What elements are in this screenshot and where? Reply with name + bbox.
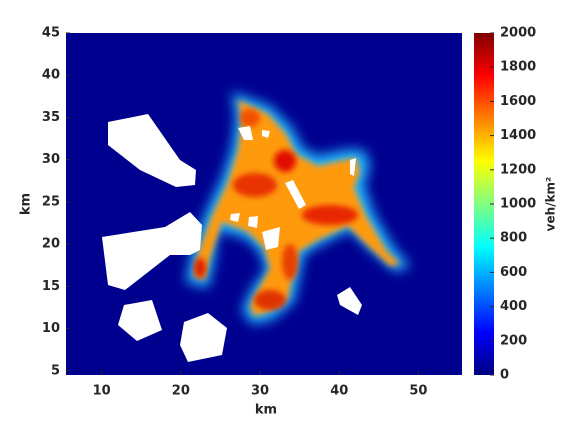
obstacle <box>337 287 362 315</box>
y-tick-label: 45 <box>42 26 60 41</box>
colorbar-tick-label: 800 <box>500 231 527 246</box>
colorbar-tick-label: 1600 <box>500 94 536 109</box>
x-tick-label: 30 <box>251 384 269 399</box>
y-tick-label: 25 <box>42 194 60 209</box>
density-peak <box>233 173 277 197</box>
obstacle <box>350 158 356 176</box>
density-core <box>194 100 400 316</box>
density-peak <box>282 244 298 280</box>
colorbar-tick-label: 400 <box>500 299 527 314</box>
y-tick-label: 30 <box>42 152 60 167</box>
obstacles <box>102 114 362 362</box>
colorbar-tick-label: 600 <box>500 265 527 280</box>
colorbar-tick-label: 1000 <box>500 197 536 212</box>
colorbar-tick-label: 200 <box>500 333 527 348</box>
density-peak <box>240 109 260 127</box>
colorbar-tick-label: 2000 <box>500 26 536 41</box>
density-field <box>186 92 410 324</box>
y-tick-label: 10 <box>42 321 60 336</box>
y-tick-label: 5 <box>51 363 60 378</box>
obstacle <box>118 300 162 341</box>
y-axis-label: km <box>19 193 34 215</box>
colorbar-tick-label: 1800 <box>500 60 536 75</box>
colorbar-tick-label: 1400 <box>500 128 536 143</box>
obstacle <box>108 114 196 187</box>
obstacle <box>262 130 270 138</box>
y-tick-label: 15 <box>42 279 60 294</box>
obstacle <box>262 227 280 250</box>
y-tick-label: 20 <box>42 237 60 252</box>
colorbar <box>474 33 494 375</box>
y-tick-label: 40 <box>42 68 60 83</box>
x-tick-label: 50 <box>409 384 427 399</box>
x-tick-label: 20 <box>172 384 190 399</box>
density-peak <box>274 150 296 172</box>
obstacle <box>285 180 306 209</box>
y-tick-label: 35 <box>42 110 60 125</box>
colorbar-tick-label: 1200 <box>500 162 536 177</box>
obstacle <box>180 313 227 362</box>
colorbar-tick-label: 0 <box>500 368 509 383</box>
density-peak <box>254 290 286 310</box>
x-axis-label: km <box>255 403 277 418</box>
density-peak <box>194 258 206 278</box>
colorbar-label: veh/km² <box>544 177 558 232</box>
obstacle <box>230 213 240 222</box>
density-peak <box>302 205 358 225</box>
x-tick-label: 40 <box>330 384 348 399</box>
obstacle <box>248 216 258 228</box>
x-tick-label: 10 <box>93 384 111 399</box>
obstacle <box>238 126 253 140</box>
obstacle <box>102 212 202 290</box>
